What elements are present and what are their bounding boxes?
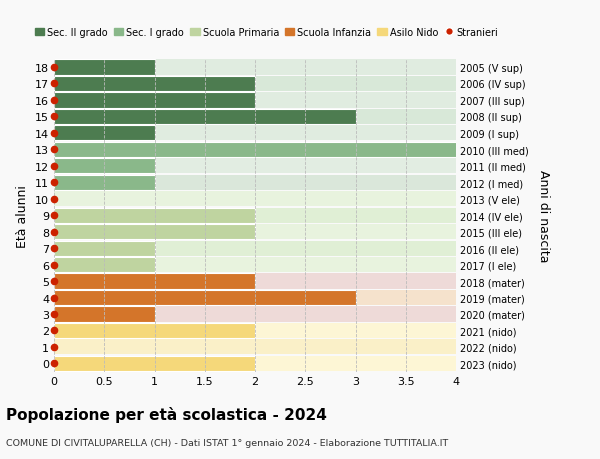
Bar xyxy=(54,192,456,207)
Bar xyxy=(54,290,456,305)
Legend: Sec. II grado, Sec. I grado, Scuola Primaria, Scuola Infanzia, Asilo Nido, Stran: Sec. II grado, Sec. I grado, Scuola Prim… xyxy=(31,24,502,42)
Bar xyxy=(54,175,155,190)
Bar xyxy=(54,356,456,371)
Bar xyxy=(54,142,456,157)
Bar xyxy=(54,307,155,322)
Bar xyxy=(54,93,255,108)
Text: Popolazione per età scolastica - 2024: Popolazione per età scolastica - 2024 xyxy=(6,406,327,422)
Bar xyxy=(54,77,456,92)
Bar xyxy=(54,110,456,125)
Bar xyxy=(54,274,456,289)
Bar xyxy=(54,208,255,223)
Bar xyxy=(54,159,456,174)
Bar xyxy=(54,60,155,75)
Bar xyxy=(54,126,456,141)
Bar xyxy=(54,60,456,75)
Bar xyxy=(54,340,456,355)
Bar xyxy=(54,77,255,92)
Bar xyxy=(54,257,155,273)
Text: COMUNE DI CIVITALUPARELLA (CH) - Dati ISTAT 1° gennaio 2024 - Elaborazione TUTTI: COMUNE DI CIVITALUPARELLA (CH) - Dati IS… xyxy=(6,438,448,448)
Bar xyxy=(54,208,456,223)
Bar xyxy=(54,241,155,256)
Bar xyxy=(54,323,456,338)
Bar xyxy=(54,290,355,305)
Bar xyxy=(54,175,456,190)
Bar xyxy=(54,307,456,322)
Bar xyxy=(54,323,255,338)
Bar xyxy=(54,159,155,174)
Bar xyxy=(54,110,355,125)
Y-axis label: Anni di nascita: Anni di nascita xyxy=(537,169,550,262)
Bar xyxy=(54,356,255,371)
Bar xyxy=(54,224,255,240)
Bar xyxy=(54,274,255,289)
Bar xyxy=(54,93,456,108)
Y-axis label: Età alunni: Età alunni xyxy=(16,185,29,247)
Bar xyxy=(54,126,155,141)
Bar xyxy=(54,241,456,256)
Bar xyxy=(54,224,456,240)
Bar xyxy=(54,257,456,273)
Bar xyxy=(54,142,466,157)
